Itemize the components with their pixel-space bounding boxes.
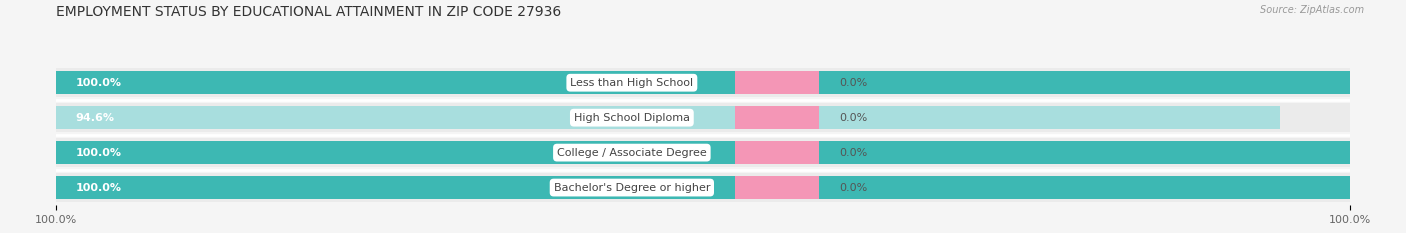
- Text: Bachelor's Degree or higher: Bachelor's Degree or higher: [554, 183, 710, 192]
- Text: 0.0%: 0.0%: [839, 113, 868, 123]
- Text: 0.0%: 0.0%: [839, 183, 868, 192]
- Text: Source: ZipAtlas.com: Source: ZipAtlas.com: [1260, 5, 1364, 15]
- Bar: [56, 138, 1350, 167]
- Bar: [56, 141, 1350, 164]
- Bar: [56, 106, 1279, 129]
- Text: 0.0%: 0.0%: [839, 78, 868, 88]
- Bar: [56, 173, 1350, 202]
- Text: EMPLOYMENT STATUS BY EDUCATIONAL ATTAINMENT IN ZIP CODE 27936: EMPLOYMENT STATUS BY EDUCATIONAL ATTAINM…: [56, 5, 561, 19]
- Text: 100.0%: 100.0%: [76, 183, 122, 192]
- Bar: [735, 141, 820, 164]
- Text: 94.6%: 94.6%: [76, 113, 115, 123]
- Bar: [735, 176, 820, 199]
- Text: High School Diploma: High School Diploma: [574, 113, 690, 123]
- Bar: [56, 71, 1350, 94]
- Bar: [56, 68, 1350, 97]
- Bar: [735, 71, 820, 94]
- Text: College / Associate Degree: College / Associate Degree: [557, 148, 707, 158]
- Text: Less than High School: Less than High School: [571, 78, 693, 88]
- Bar: [56, 103, 1350, 132]
- Text: 100.0%: 100.0%: [76, 78, 122, 88]
- Bar: [56, 176, 1350, 199]
- Bar: [735, 106, 820, 129]
- Text: 0.0%: 0.0%: [839, 148, 868, 158]
- Text: 100.0%: 100.0%: [76, 148, 122, 158]
